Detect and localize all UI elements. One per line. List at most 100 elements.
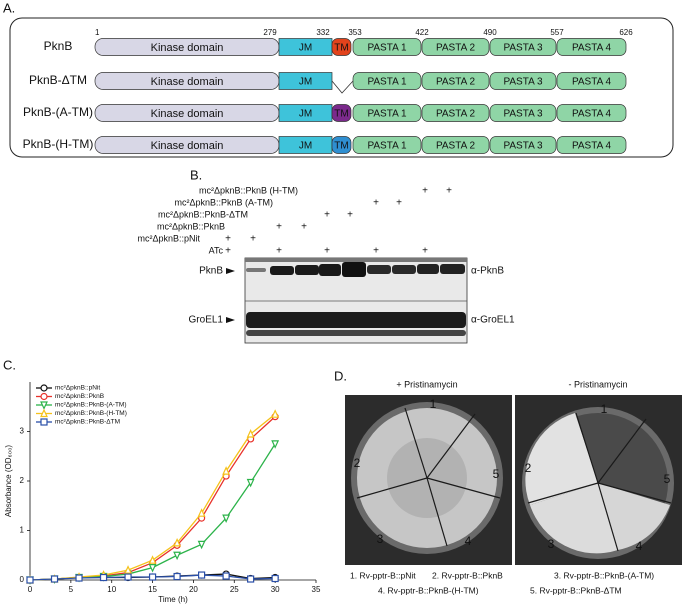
band [367, 265, 391, 274]
data-point [222, 572, 230, 580]
construct-name: PknB [44, 39, 73, 53]
x-tick-label: 0 [28, 585, 33, 594]
growth [598, 483, 670, 550]
band [440, 264, 465, 274]
sector-number: 1 [430, 397, 437, 411]
sector-line [597, 418, 647, 484]
condition-label: mc²ΔpknB::PknB [157, 221, 225, 231]
y-tick-label: 3 [20, 427, 25, 436]
x-axis-label: Time (h) [158, 595, 188, 604]
plus-mark: + [396, 198, 402, 209]
plus-mark: + [225, 234, 231, 245]
band [270, 266, 294, 275]
data-point [271, 440, 280, 449]
domain-label: JM [299, 141, 312, 152]
residue-number: 626 [619, 28, 633, 37]
residue-number: 422 [415, 28, 429, 37]
data-point [222, 514, 231, 524]
panel-label: C. [3, 357, 16, 372]
band-label: GroEL1 [189, 315, 224, 326]
legend-label: mc²ΔpknB::PknB-(H-TM) [55, 410, 127, 417]
band-label: PknB [199, 266, 223, 277]
data-point [246, 478, 255, 488]
data-point [148, 564, 157, 573]
plus-mark: + [225, 246, 231, 257]
x-tick-label: 35 [312, 585, 321, 594]
domain [489, 136, 557, 154]
plus-mark: + [373, 246, 379, 257]
plate-photos [345, 395, 682, 565]
domain-label: PASTA 1 [367, 109, 407, 120]
residue-number: 353 [348, 28, 362, 37]
domain [556, 38, 627, 56]
sector-number: 2 [354, 456, 361, 470]
data-point [246, 429, 255, 438]
domain [556, 104, 627, 122]
band [295, 265, 319, 275]
antibody-label: α-GroEL1 [471, 315, 515, 326]
data-point [99, 573, 108, 582]
domain [489, 38, 557, 56]
plus-mark: + [422, 186, 428, 197]
plus-mark: + [276, 222, 282, 233]
blot-edge [245, 258, 467, 262]
x-tick-label: 25 [230, 585, 239, 594]
domain-label: PASTA 3 [503, 77, 543, 88]
domain [421, 136, 490, 154]
domain-label: PASTA 4 [572, 77, 612, 88]
strain-label: 1. Rv-pptr-B::pNit [350, 570, 416, 580]
sector-number: 5 [664, 472, 671, 486]
x-tick-label: 5 [69, 585, 74, 594]
band [392, 265, 416, 274]
growth [530, 483, 618, 554]
y-tick-label: 2 [20, 476, 25, 485]
data-point [222, 466, 231, 475]
sector-number: 3 [377, 532, 384, 546]
residue-number: 557 [550, 28, 564, 37]
sector-line [597, 482, 672, 504]
domain [421, 38, 490, 56]
domain-label: JM [299, 109, 312, 120]
domain [421, 104, 490, 122]
antibody-label: α-PknB [471, 266, 504, 277]
domain-label: Kinase domain [151, 76, 224, 88]
band [319, 264, 341, 276]
y-axis-label: Absorbance (OD₆₀₀) [4, 445, 13, 517]
domain-label: PASTA 1 [367, 77, 407, 88]
plus-mark: + [347, 210, 353, 221]
domain [421, 72, 490, 90]
blot [244, 257, 468, 344]
legend-marker [40, 418, 48, 426]
residue-number: 490 [483, 28, 497, 37]
data-point [197, 540, 206, 550]
strain-label: 5. Rv-pptr-B::PknB-ΔTM [530, 585, 622, 595]
domain-label: PASTA 2 [436, 77, 476, 88]
domain [352, 38, 422, 56]
data-point [148, 555, 157, 564]
data-point [124, 565, 132, 574]
legend-marker [40, 408, 48, 418]
sector-line [356, 477, 428, 499]
condition-label: mc²ΔpknB::pNit [137, 233, 200, 243]
x-tick-label: 30 [271, 585, 280, 594]
domain-label: TM [334, 141, 348, 152]
y-tick-label: 1 [20, 526, 25, 535]
domain-label: PASTA 3 [503, 141, 543, 152]
data-point [173, 551, 182, 561]
domain-label: PASTA 4 [572, 43, 612, 54]
sector-number: 4 [636, 539, 643, 553]
plus-mark: + [276, 246, 282, 257]
domain-label: JM [299, 77, 312, 88]
legend-label: mc²ΔpknB::PknB [55, 393, 104, 400]
legend-marker [40, 392, 48, 401]
sector-line [527, 482, 599, 504]
domain [352, 104, 422, 122]
sector-line [426, 413, 476, 479]
growth [525, 413, 598, 505]
data-point [148, 573, 157, 581]
domain [331, 38, 352, 56]
domain-label: PASTA 3 [503, 43, 543, 54]
deletion-link [331, 80, 354, 94]
strain-label: 3. Rv-pptr-B::PknB-(A-TM) [554, 570, 654, 580]
